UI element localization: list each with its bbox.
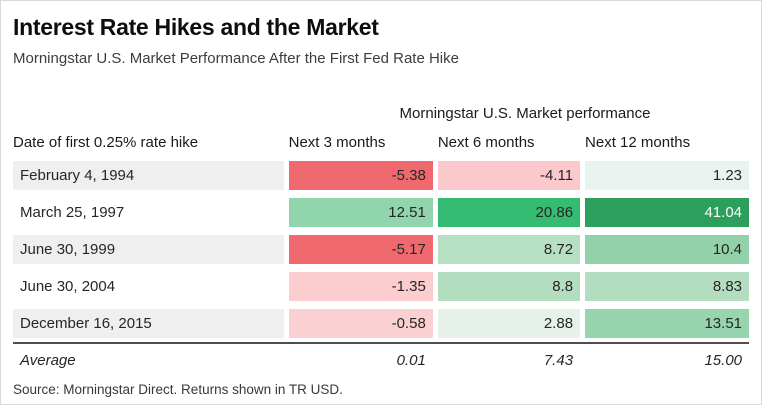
column-header-date: Date of first 0.25% rate hike xyxy=(13,134,199,151)
column-header-row: Date of first 0.25% rate hike Next 3 mon… xyxy=(13,134,749,151)
value-cell: 12.51 xyxy=(288,198,433,227)
value-cell: -1.35 xyxy=(288,272,433,301)
table-row: June 30, 2004 -1.35 8.8 8.83 xyxy=(13,272,750,301)
table-row: March 25, 1997 12.51 20.86 41.04 xyxy=(13,198,750,227)
table-row: February 4, 1994 -5.38 -4.11 1.23 xyxy=(13,161,750,190)
average-value-6m: 7.43 xyxy=(543,352,574,369)
value-cell: 13.51 xyxy=(585,309,750,338)
average-label: Average xyxy=(20,352,76,369)
value-cell: 8.72 xyxy=(437,235,581,264)
group-header: Morningstar U.S. Market performance xyxy=(399,105,651,122)
value-cell: 1.23 xyxy=(585,161,750,190)
value-cell: 2.88 xyxy=(437,309,581,338)
value-cell: 20.86 xyxy=(437,198,581,227)
value-cell: 8.83 xyxy=(585,272,750,301)
source-note: Source: Morningstar Direct. Returns show… xyxy=(13,382,343,397)
average-value-3m: 0.01 xyxy=(396,352,426,369)
page-title: Interest Rate Hikes and the Market xyxy=(13,14,379,40)
value-cell: -4.11 xyxy=(437,161,581,190)
group-header-row: Morningstar U.S. Market performance xyxy=(13,105,749,122)
value-cell: 8.8 xyxy=(437,272,581,301)
table-row: June 30, 1999 -5.17 8.72 10.4 xyxy=(13,235,750,264)
column-header-3m: Next 3 months xyxy=(288,134,386,151)
row-label: December 16, 2015 xyxy=(13,309,284,338)
value-cell: 41.04 xyxy=(585,198,750,227)
average-value-12m: 15.00 xyxy=(704,352,743,369)
column-header-6m: Next 6 months xyxy=(437,134,535,151)
heatmap-table: February 4, 1994 -5.38 -4.11 1.23 March … xyxy=(13,161,750,338)
row-label: February 4, 1994 xyxy=(13,161,284,190)
row-label: June 30, 2004 xyxy=(13,272,284,301)
value-cell: 10.4 xyxy=(585,235,750,264)
row-label: March 25, 1997 xyxy=(13,198,284,227)
table-row: December 16, 2015 -0.58 2.88 13.51 xyxy=(13,309,750,338)
value-cell: -0.58 xyxy=(288,309,433,338)
row-label: June 30, 1999 xyxy=(13,235,284,264)
value-cell: -5.17 xyxy=(288,235,433,264)
average-row: Average 0.01 7.43 15.00 xyxy=(13,347,749,374)
page-subtitle: Morningstar U.S. Market Performance Afte… xyxy=(13,50,459,67)
value-cell: -5.38 xyxy=(288,161,433,190)
average-section: Average 0.01 7.43 15.00 xyxy=(13,342,749,374)
column-header-12m: Next 12 months xyxy=(585,134,691,151)
